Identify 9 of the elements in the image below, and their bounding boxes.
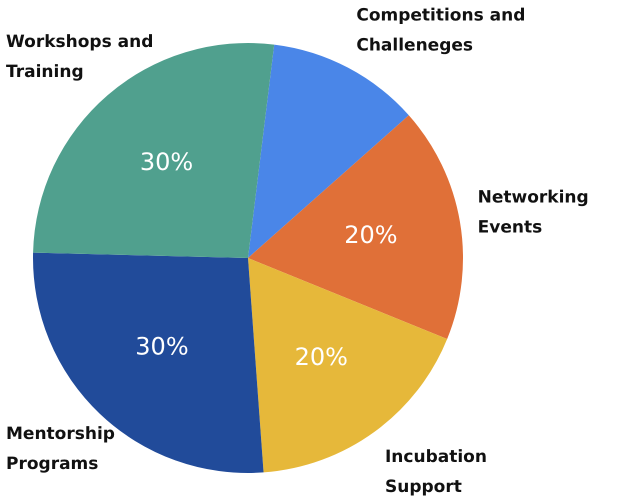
data-label: 20% — [344, 221, 398, 250]
data-label: 30% — [135, 332, 189, 360]
slice-label: Competitions and Challeneges — [356, 5, 526, 56]
data-label: 20% — [294, 343, 348, 372]
slice-label: Mentorship Programs — [6, 424, 115, 474]
slice-label: Incubation Support — [384, 446, 487, 497]
slice-label: Workshops and Training — [6, 32, 154, 82]
data-label: 30% — [140, 148, 194, 176]
slice-label: Networking Events — [478, 188, 589, 238]
